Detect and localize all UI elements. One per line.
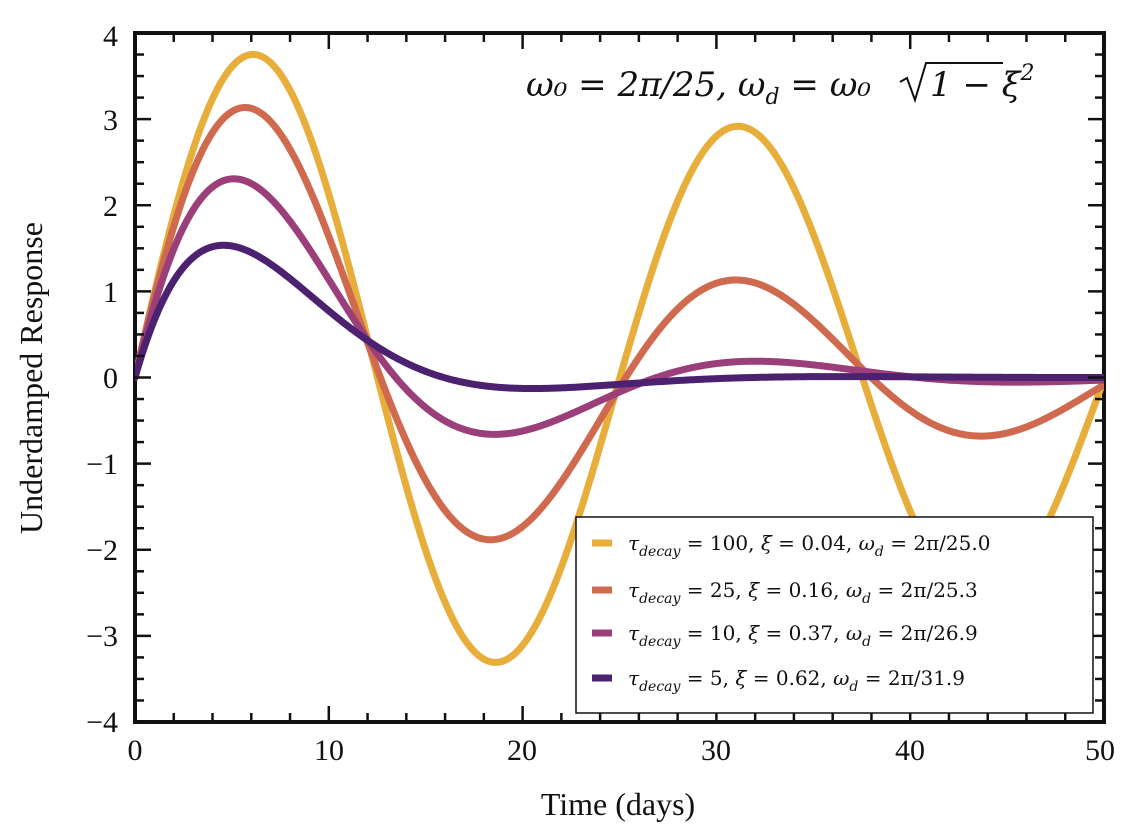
y-tick-label: −2 [86, 534, 118, 567]
y-tick-label: 1 [103, 276, 118, 309]
svg-text:τdecay = 10, ξ = 0.37, ωd = 2π: τdecay = 10, ξ = 0.37, ωd = 2π/26.9 [628, 621, 978, 650]
tick-layer [133, 31, 1106, 724]
y-tick-label: 0 [103, 362, 118, 395]
legend-xi: 0.04 [801, 531, 846, 555]
legend-entry: τdecay = 5, ξ = 0.62, ωd = 2π/31.9 [592, 666, 965, 695]
legend-tau: 25 [710, 578, 735, 602]
x-tick-label: 0 [128, 734, 143, 767]
legend-xi: 0.16 [789, 578, 834, 602]
legend-entry: τdecay = 10, ξ = 0.37, ωd = 2π/26.9 [592, 621, 978, 650]
y-tick-label: 3 [103, 104, 118, 137]
series-line-tau-25 [135, 103, 1104, 544]
annotation-sup: 2 [1019, 61, 1034, 86]
legend-entry: τdecay = 25, ξ = 0.16, ωd = 2π/25.3 [592, 578, 978, 607]
x-tick-label: 30 [701, 734, 731, 767]
legend-tau: 10 [710, 621, 735, 645]
y-tick-labels: −4 −3 −2 −1 0 1 2 3 4 [86, 20, 118, 739]
annotation-formula: ω₀ = 2π/25, ωd = ω₀ 1 − ξ2 [526, 61, 1034, 110]
x-tick-label: 40 [895, 734, 925, 767]
svg-text:1 − ξ2: 1 − ξ2 [930, 61, 1034, 105]
sqrt-sign [899, 62, 1003, 104]
legend-xi: 0.62 [776, 666, 821, 690]
annotation-sub-d: d [766, 85, 780, 110]
x-tick-labels: 0 10 20 30 40 50 [128, 734, 1116, 767]
y-tick-label: −4 [86, 706, 118, 739]
annotation-mid: = ω₀ [780, 65, 872, 105]
legend-wd: 2π/31.9 [888, 666, 965, 690]
legend-wd: 2π/26.9 [901, 621, 978, 645]
legend-wd: 2π/25.0 [913, 531, 990, 555]
legend: τdecay = 100, ξ = 0.04, ωd = 2π/25.0 τde… [575, 516, 1094, 714]
legend-entry: τdecay = 100, ξ = 0.04, ωd = 2π/25.0 [592, 531, 990, 560]
annotation-left: ω₀ = 2π/25, ω [526, 65, 766, 105]
x-tick-label: 10 [314, 734, 344, 767]
y-tick-label: 2 [103, 190, 118, 223]
x-tick-label: 50 [1085, 734, 1115, 767]
svg-text:τdecay = 25, ξ = 0.16, ωd = 2π: τdecay = 25, ξ = 0.16, ωd = 2π/25.3 [628, 578, 978, 607]
legend-wd: 2π/25.3 [901, 578, 978, 602]
y-tick-label: 4 [103, 20, 118, 53]
legend-xi: 0.37 [789, 621, 834, 645]
x-axis-title: Time (days) [541, 786, 695, 822]
y-axis-title: Underdamped Response [13, 222, 49, 534]
svg-text:τdecay = 100, ξ = 0.04, ωd = 2: τdecay = 100, ξ = 0.04, ωd = 2π/25.0 [628, 531, 990, 560]
y-tick-label: −1 [86, 448, 118, 481]
legend-tau: 100 [710, 531, 748, 555]
x-tick-label: 20 [507, 734, 537, 767]
y-tick-label: −3 [86, 620, 118, 653]
series-line-tau-10 [135, 175, 1104, 438]
svg-text:ω₀ = 2π/25, ωd = ω₀: ω₀ = 2π/25, ωd = ω₀ [526, 65, 871, 110]
svg-text:τdecay = 5, ξ = 0.62, ωd = 2π/: τdecay = 5, ξ = 0.62, ωd = 2π/31.9 [628, 666, 965, 695]
legend-box [575, 516, 1094, 714]
legend-tau: 5 [710, 666, 723, 690]
series-line-tau-5 [135, 241, 1104, 393]
annotation-radicand: 1 − ξ [930, 65, 1023, 105]
